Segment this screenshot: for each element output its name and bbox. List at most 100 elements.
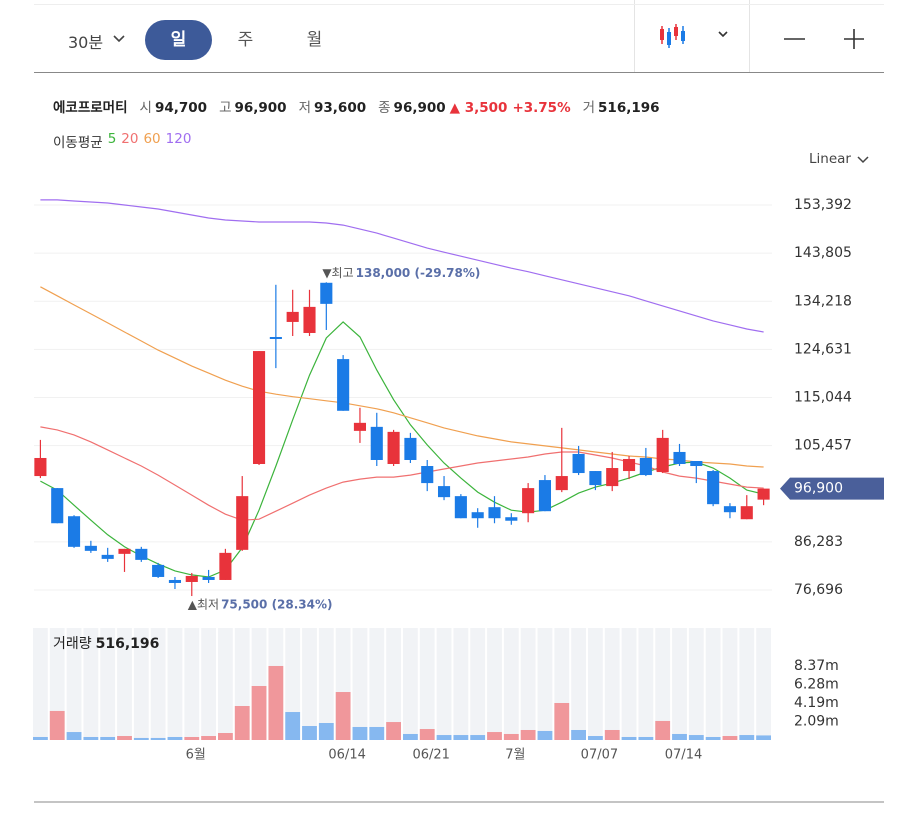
candle-body xyxy=(219,552,232,580)
y-tick-label: 6.28m xyxy=(794,676,839,692)
y-tick-label: 8.37m xyxy=(794,658,839,674)
candle-body xyxy=(673,451,686,465)
scale-mode: Linear xyxy=(809,151,851,167)
column-background xyxy=(537,628,553,740)
candle-body xyxy=(286,311,299,322)
volume-bar xyxy=(403,733,418,740)
volume-bar xyxy=(503,733,519,740)
y-tick-label: 86,283 xyxy=(794,534,843,550)
volume-bar xyxy=(487,732,502,740)
quote-value: 94,700 xyxy=(154,100,208,116)
quote-label: 저 xyxy=(298,100,312,116)
quote-label: 거 xyxy=(582,100,596,116)
column-background xyxy=(150,628,166,740)
divider xyxy=(34,72,884,73)
ma-label: 이동평균 xyxy=(53,135,103,151)
volume-bar xyxy=(604,729,620,740)
column-background xyxy=(184,628,200,740)
column-background xyxy=(722,628,738,740)
candle-body xyxy=(656,437,669,473)
x-tick-label: 06/14 xyxy=(328,748,365,763)
column-background xyxy=(285,628,301,740)
volume-bar xyxy=(251,685,267,740)
quote-value: 93,600 xyxy=(314,100,367,116)
candle-body xyxy=(168,579,182,583)
volume-bar xyxy=(419,729,435,740)
candle-body xyxy=(622,458,636,472)
y-tick-label: 4.19m xyxy=(794,695,839,711)
volume-bar xyxy=(117,736,132,740)
volume-latest: 516,196 xyxy=(96,636,160,652)
column-background xyxy=(571,628,586,740)
volume-bar xyxy=(436,735,452,740)
candle-body xyxy=(454,496,467,519)
change-rate: +3.75% xyxy=(512,100,571,116)
y-tick-label: 115,044 xyxy=(794,390,852,406)
annotation-label: 138,000 (-29.78%) xyxy=(356,266,481,280)
candle-body xyxy=(522,488,535,514)
candle-body xyxy=(404,437,417,460)
candle-body xyxy=(505,517,518,521)
candle-body xyxy=(723,506,737,513)
candle-body xyxy=(589,471,602,486)
zoom-buttons[interactable] xyxy=(780,28,880,52)
column-background xyxy=(33,628,48,740)
candle-body xyxy=(488,507,501,519)
candle-body xyxy=(370,426,383,460)
tab[interactable]: 주 xyxy=(237,30,254,50)
column-background xyxy=(201,628,216,740)
column-background xyxy=(487,628,502,740)
volume-title: 거래량 xyxy=(53,636,92,652)
candle-body xyxy=(269,336,282,340)
candle-body xyxy=(387,431,400,465)
change: ▲ 3,500 xyxy=(449,100,508,116)
column-background xyxy=(352,628,368,740)
volume-bar xyxy=(83,736,99,740)
interval: 30분 xyxy=(68,33,104,52)
candle-body xyxy=(337,359,350,411)
volume-bar xyxy=(756,735,771,740)
ma-line xyxy=(40,426,764,521)
quote-value: 96,900 xyxy=(393,100,446,116)
column-background xyxy=(133,628,149,740)
column-background xyxy=(638,628,654,740)
volume-bar xyxy=(688,735,704,740)
volume-bar xyxy=(234,706,250,740)
quote-value: 96,900 xyxy=(234,100,287,116)
x-tick-label: 7월 xyxy=(505,748,525,763)
ma-line xyxy=(40,321,764,578)
scale-select[interactable]: Linear xyxy=(809,151,851,167)
x-tick-label: 07/14 xyxy=(665,748,702,763)
column-background xyxy=(688,628,704,740)
tab[interactable]: 월 xyxy=(306,30,323,50)
annotation-marker: ▼최고 xyxy=(322,266,353,280)
toolbar: 30분 일 주 월 xyxy=(0,0,906,73)
quote-label: 고 xyxy=(219,100,232,116)
volume-bar xyxy=(571,729,586,740)
candle-body xyxy=(707,471,720,505)
candle-body xyxy=(135,548,148,560)
candle-body xyxy=(84,545,97,551)
quote-label: 종 xyxy=(378,100,391,116)
candle-body xyxy=(252,351,266,465)
current-price-label: 96,900 xyxy=(794,481,843,497)
column-background xyxy=(470,628,486,740)
column-background xyxy=(218,628,233,740)
interval-select[interactable]: 30분 xyxy=(68,29,103,53)
volume-bar xyxy=(520,729,536,740)
volume-bar xyxy=(268,665,284,740)
candle-body xyxy=(690,460,703,467)
volume-bar xyxy=(672,733,687,740)
column-background xyxy=(588,628,603,740)
volume-bar xyxy=(335,692,351,740)
quote-label: 시 xyxy=(139,100,152,116)
tab[interactable]: 일 xyxy=(145,20,212,60)
chart-type-button[interactable] xyxy=(656,22,736,52)
candle-body xyxy=(740,506,753,520)
separator xyxy=(634,0,635,73)
volume-bar xyxy=(66,732,82,740)
candle-body xyxy=(538,480,552,512)
candle-body xyxy=(757,488,770,500)
column-background xyxy=(453,628,469,740)
